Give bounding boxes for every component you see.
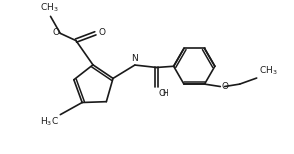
Text: O: O [158,89,165,98]
Text: O: O [98,28,105,37]
Text: H: H [163,89,168,98]
Text: $\mathsf{CH_3}$: $\mathsf{CH_3}$ [259,64,277,77]
Text: $\mathsf{H_3C}$: $\mathsf{H_3C}$ [40,115,59,128]
Text: N: N [131,54,138,63]
Text: O: O [52,28,59,37]
Text: $\mathsf{CH_3}$: $\mathsf{CH_3}$ [40,2,59,14]
Text: O: O [221,82,228,91]
